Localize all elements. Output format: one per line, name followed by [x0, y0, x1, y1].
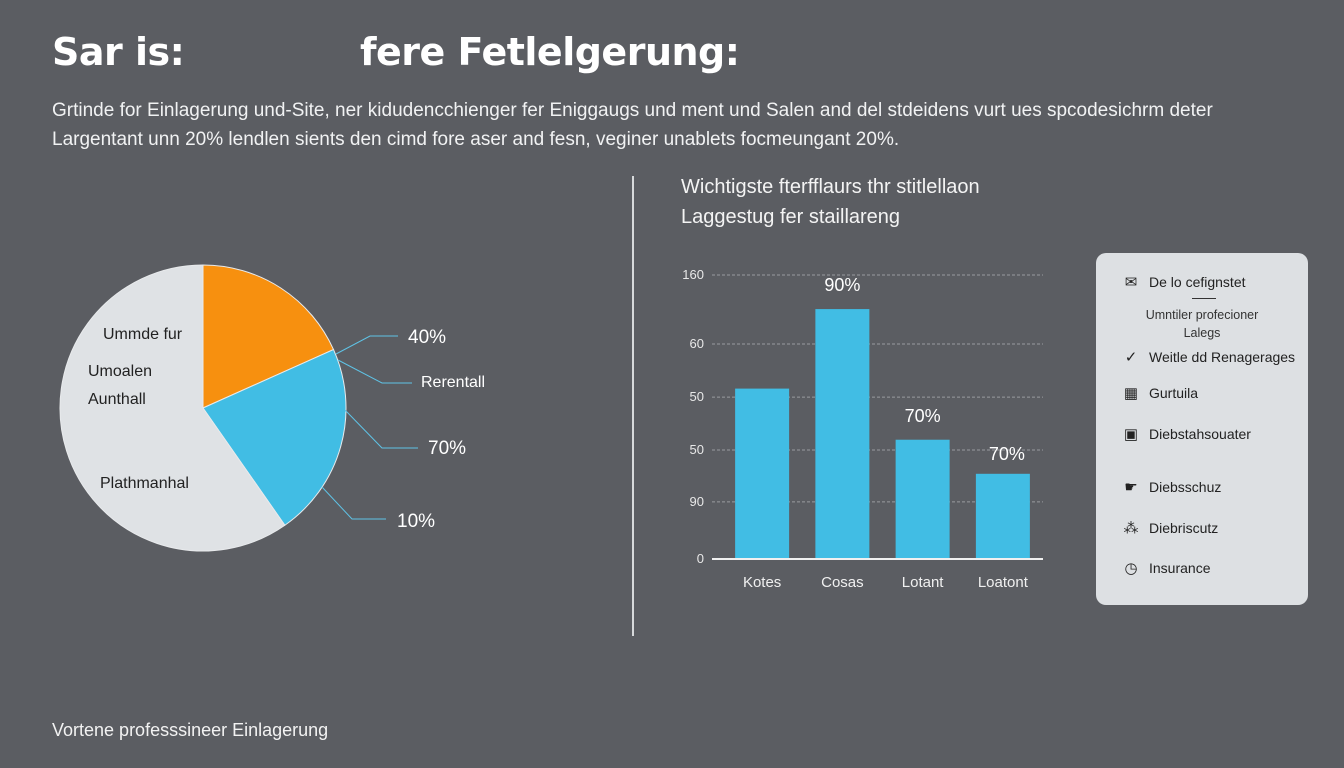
panel-subtitle-2: Lalegs: [1183, 326, 1221, 340]
panel-item-1: ✉ De lo cefignstet: [1122, 273, 1246, 291]
bar-data-label: 90%: [824, 275, 861, 296]
callout-line-2: [337, 359, 412, 384]
bar-chart: [712, 274, 1043, 560]
bar-data-label: 70%: [988, 443, 1025, 464]
panel-item-3: ▦ Gurtuila: [1122, 384, 1198, 402]
bar-cosas: [815, 309, 870, 558]
x-tick-label: Lotant: [901, 574, 944, 591]
panel-item-2: ✓ Weitle dd Renagerages: [1122, 348, 1295, 366]
intro-line-2: Largentant unn 20% lendlen sients den ci…: [52, 129, 900, 150]
pie-callout-lines: [321, 335, 418, 520]
pie-slice-grey: [59, 264, 286, 552]
bar-lotant: [895, 439, 950, 558]
bar-data-label: 70%: [904, 405, 941, 426]
intro-line-1: Grtinde for Einlagerung und-Site, ner ki…: [52, 100, 1213, 121]
intro-text: Grtinde for Einlagerung und-Site, ner ki…: [52, 96, 1292, 154]
panel-item-4: ▣ Diebstahsouater: [1122, 425, 1251, 443]
panel-item-7: ◷ Insurance: [1122, 559, 1210, 577]
panel-item-label: De lo cefignstet: [1149, 274, 1246, 290]
pie-label-3: Aunthall: [88, 391, 146, 408]
panel-item-6: ⁂ Diebriscutz: [1122, 519, 1219, 537]
calendar-icon: ▣: [1123, 426, 1139, 443]
callout-line-4: [321, 486, 386, 520]
panel-item-label: Insurance: [1149, 560, 1211, 576]
y-tick-label: 50: [689, 389, 704, 405]
callout-line-1: [335, 335, 398, 355]
y-tick-label: 50: [689, 441, 704, 457]
y-tick-label: 60: [689, 336, 704, 351]
features-panel: ✉ De lo cefignstet Umntiler profecioner L…: [1096, 253, 1308, 605]
panel-separator: [1192, 298, 1216, 299]
callout-line-3: [344, 409, 418, 449]
calculator-icon: ▦: [1123, 385, 1139, 402]
pie-label-1: Ummde fur: [103, 326, 183, 343]
panel-item-label: Diebsschuz: [1149, 479, 1222, 495]
pie-label-4: Plathmanhal: [100, 475, 189, 492]
bar-kotes: [735, 388, 790, 558]
bar-chart-title-line-1: Wichtigste fterfflaurs thr stitlellaon: [681, 176, 980, 198]
panel-item-label: Weitle dd Renagerages: [1149, 349, 1296, 365]
footer-text: Vortene professsineer Einlagerung: [52, 720, 329, 740]
pie-chart: [59, 264, 347, 552]
hand-icon: ☛: [1124, 479, 1138, 496]
panel-item-5: ☛ Diebsschuz: [1122, 478, 1221, 496]
pie-callout-1: 40%: [408, 327, 447, 348]
title-part-1: Sar is:: [52, 30, 185, 74]
pie-slice-orange: [202, 264, 335, 409]
pie-callout-2: Rerentall: [421, 374, 486, 391]
y-tick-label: 90: [689, 493, 704, 509]
x-tick-label: Kotes: [742, 574, 782, 591]
x-tick-label: Cosas: [821, 574, 864, 591]
pie-callout-3: 70%: [428, 438, 467, 459]
pie-label-2: Umoalen: [88, 363, 153, 380]
bar-chart-title: Wichtigste fterfflaurs thr stitlellaon L…: [681, 172, 980, 232]
divider: [632, 176, 634, 636]
pie-slice-blue: [202, 348, 347, 526]
panel-item-label: Diebstahsouater: [1149, 426, 1251, 442]
panel-item-label: Gurtuila: [1149, 385, 1199, 401]
people-icon: ⁂: [1123, 520, 1139, 537]
mail-icon: ✉: [1124, 274, 1138, 291]
panel-item-label: Diebriscutz: [1149, 520, 1219, 536]
y-tick-label: 160: [682, 267, 704, 282]
check-circle-icon: ✓: [1124, 349, 1138, 366]
y-tick-label: 0: [696, 551, 704, 566]
pie-callout-4: 10%: [397, 511, 436, 532]
title-part-2: fere Fetlelgerung:: [360, 30, 740, 74]
clock-icon: ◷: [1124, 560, 1138, 577]
x-tick-label: Loatont: [977, 574, 1028, 591]
bar-chart-title-line-2: Laggestug fer staillareng: [681, 206, 901, 228]
panel-subtitle-1: Umntiler profecioner: [1145, 308, 1259, 322]
bar-loatont: [975, 473, 1030, 558]
